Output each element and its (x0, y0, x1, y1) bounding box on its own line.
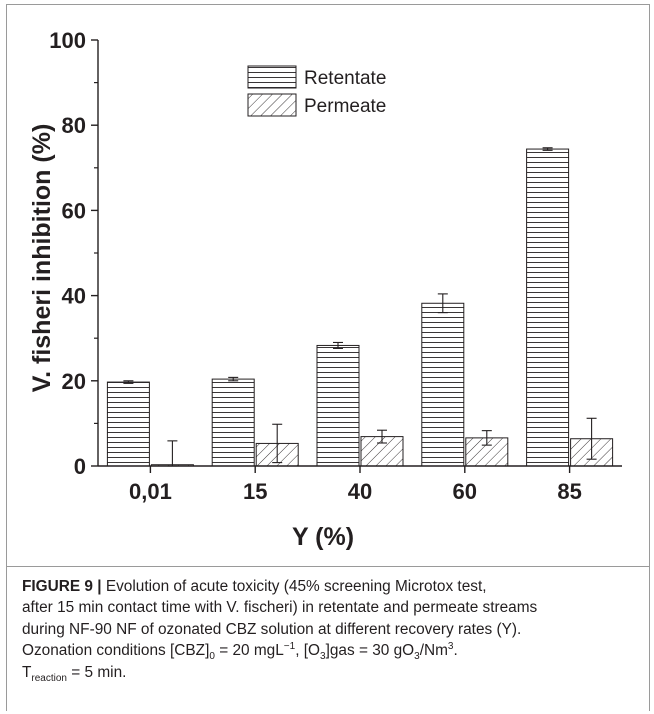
legend-label-permeate: Permeate (304, 96, 386, 117)
caption-line-2: after 15 min contact time with V. fische… (22, 599, 538, 617)
y-tick-label: 60 (62, 198, 86, 223)
retentate-bar (211, 378, 255, 467)
retentate-bar (316, 344, 360, 467)
retentate-bar (421, 302, 465, 467)
axis-labels: V. fisheri inhibition (%) Y (%) (28, 124, 354, 551)
retentate-bar (106, 381, 150, 467)
y-tick-label: 80 (62, 113, 86, 138)
legend-label-retentate: Retentate (304, 68, 386, 89)
x-tick-label: 15 (243, 479, 267, 504)
caption-line-4: Ozonation conditions [CBZ]0 = 20 mgL−1, … (22, 641, 458, 663)
x-tick-label: 85 (557, 479, 581, 504)
figure-label: FIGURE 9 | (22, 578, 102, 595)
x-axis-label: Y (%) (292, 523, 354, 551)
axes: 0 20 40 60 80 100 0,01 15 40 60 85 (49, 28, 622, 504)
y-axis-label: V. fisheri inhibition (%) (28, 124, 56, 393)
figure-caption: FIGURE 9 | Evolution of acute toxicity (… (22, 576, 636, 683)
legend-swatch-permeate (247, 93, 297, 117)
figure-frame (6, 4, 650, 711)
y-tick-label: 40 (62, 284, 86, 309)
caption-line-1: FIGURE 9 | Evolution of acute toxicity (… (22, 578, 487, 595)
caption-line-3: during NF-90 NF of ozonated CBZ solution… (22, 620, 522, 638)
legend-swatch-retentate (247, 65, 297, 89)
x-tick-label: 40 (348, 479, 372, 504)
y-tick-label: 20 (62, 369, 86, 394)
legend: Retentate Permeate (247, 65, 386, 117)
retentate-bar (526, 148, 570, 467)
x-tick-label: 60 (453, 479, 477, 504)
caption-divider (6, 566, 650, 567)
bars (106, 147, 614, 467)
y-tick-label: 100 (49, 28, 86, 53)
x-tick-label: 0,01 (129, 479, 172, 504)
y-tick-label: 0 (74, 454, 86, 479)
caption-line-5: Treaction = 5 min. (22, 663, 127, 684)
bar-chart: 0 20 40 60 80 100 0,01 15 40 60 85 V. fisheri inhi… (28, 28, 622, 551)
